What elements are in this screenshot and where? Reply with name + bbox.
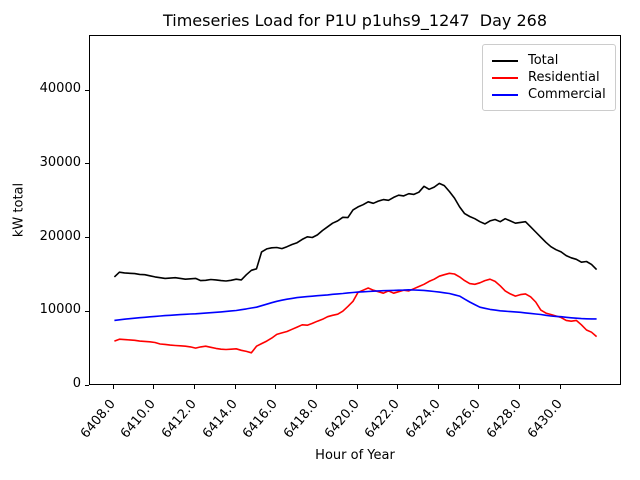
x-tick-label: 6428.0 (483, 396, 525, 442)
y-axis-label: kW total (11, 182, 27, 238)
x-tick-label: 6418.0 (280, 396, 322, 442)
x-tick-mark (153, 385, 155, 389)
y-tick-label: 10000 (39, 302, 81, 318)
y-tick-mark (85, 237, 89, 239)
x-tick-label: 6420.0 (321, 396, 363, 442)
x-tick-mark (559, 385, 561, 389)
x-tick-mark (397, 385, 399, 389)
chart-title: Timeseries Load for P1U p1uhs9_1247 Day … (162, 11, 548, 30)
y-tick-label: 0 (72, 376, 81, 391)
x-tick-label: 6414.0 (199, 396, 241, 442)
x-tick-mark (234, 385, 236, 389)
x-tick-mark (112, 385, 114, 389)
x-tick-label: 6430.0 (524, 396, 566, 442)
legend-label-total: Total (528, 53, 559, 68)
y-tick-mark (85, 89, 89, 91)
x-tick-mark (478, 385, 480, 389)
commercial-line-swatch-icon (492, 93, 518, 96)
y-tick-mark (85, 163, 89, 165)
residential-line-swatch-icon (492, 76, 518, 79)
x-tick-mark (437, 385, 439, 389)
x-tick-label: 6410.0 (118, 396, 160, 442)
y-tick-mark (85, 310, 89, 312)
commercial-series-line (114, 289, 597, 322)
legend-item-residential: Residential (492, 69, 606, 86)
y-tick-mark (85, 384, 89, 386)
x-tick-label: 6408.0 (77, 396, 119, 442)
legend-label-commercial: Commercial (528, 87, 606, 102)
x-tick-label: 6422.0 (362, 396, 403, 442)
legend-item-commercial: Commercial (492, 86, 606, 103)
legend-label-residential: Residential (528, 70, 600, 85)
x-tick-mark (315, 385, 317, 389)
x-tick-mark (194, 385, 196, 389)
legend-item-total: Total (492, 52, 606, 69)
x-tick-label: 6426.0 (443, 396, 485, 442)
x-tick-label: 6424.0 (402, 396, 444, 442)
residential-series-line (114, 272, 598, 354)
chart-canvas (113, 182, 598, 354)
x-tick-mark (518, 385, 520, 389)
legend: Total Residential Commercial (482, 44, 616, 111)
y-tick-label: 30000 (39, 154, 81, 170)
total-line-swatch-icon (492, 59, 518, 62)
x-tick-label: 6412.0 (159, 396, 200, 442)
x-tick-label: 6416.0 (240, 396, 282, 442)
y-tick-label: 40000 (39, 81, 81, 97)
y-tick-label: 20000 (39, 228, 81, 244)
x-tick-mark (275, 385, 277, 389)
total-series-line (113, 182, 598, 282)
x-axis-label: Hour of Year (315, 448, 395, 463)
x-tick-mark (356, 385, 358, 389)
